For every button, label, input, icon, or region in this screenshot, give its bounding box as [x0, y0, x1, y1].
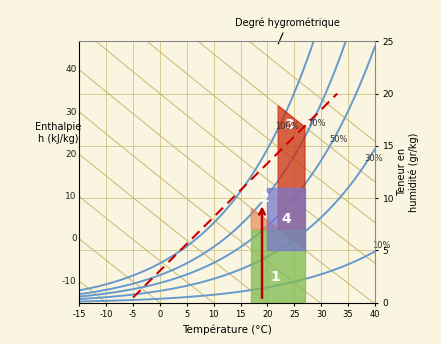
Text: 10: 10 [65, 192, 77, 201]
Polygon shape [267, 188, 305, 250]
Text: -10: -10 [62, 277, 77, 286]
Text: 1: 1 [271, 270, 280, 283]
X-axis label: Température (°C): Température (°C) [182, 325, 272, 335]
Text: Enthalpie
h (kJ/kg): Enthalpie h (kJ/kg) [35, 122, 81, 143]
Text: 70%: 70% [308, 119, 326, 128]
Polygon shape [278, 106, 305, 250]
Text: 3: 3 [284, 118, 294, 132]
Text: 50%: 50% [329, 135, 348, 144]
Text: 100%: 100% [276, 122, 299, 131]
Text: 10%: 10% [372, 241, 391, 250]
Y-axis label: Teneur en
humidité (gr/kg): Teneur en humidité (gr/kg) [397, 132, 419, 212]
Polygon shape [251, 208, 289, 238]
Text: 30%: 30% [364, 154, 383, 163]
Text: 30: 30 [65, 108, 77, 117]
Text: 4: 4 [281, 212, 291, 226]
Text: 40: 40 [65, 65, 77, 74]
Text: 2: 2 [260, 191, 269, 205]
Text: 0: 0 [71, 234, 77, 244]
Text: 20: 20 [65, 150, 77, 159]
Polygon shape [251, 229, 305, 303]
Text: Degré hygrométrique: Degré hygrométrique [235, 17, 340, 44]
